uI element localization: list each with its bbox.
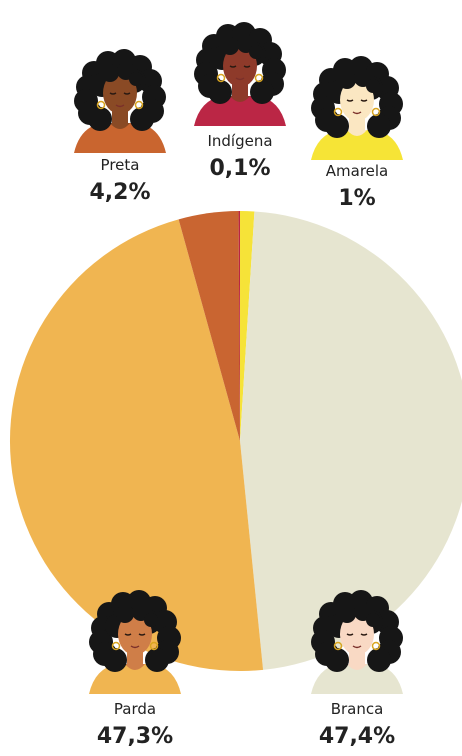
value-label-indigena: 0,1% <box>209 156 271 181</box>
label-preta: Preta 4,2% <box>50 156 190 205</box>
category-name-indigena: Indígena <box>207 132 273 150</box>
people-figures <box>74 22 403 694</box>
person-branca-icon <box>311 590 403 694</box>
label-indigena: Indígena 0,1% <box>170 132 310 181</box>
category-name-amarela: Amarela <box>325 162 389 180</box>
person-indigena-icon <box>194 22 286 126</box>
value-label-preta: 4,2% <box>89 180 151 205</box>
category-name-parda: Parda <box>113 700 157 718</box>
label-amarela: Amarela 1% <box>287 162 427 211</box>
label-branca: Branca 47,4% <box>287 700 427 749</box>
value-label-branca: 47,4% <box>318 724 396 749</box>
pie-slice-indigena <box>238 210 240 441</box>
category-name-preta: Preta <box>100 156 140 174</box>
person-parda-icon <box>89 590 181 694</box>
pie-slice-amarela <box>240 210 255 441</box>
pie-slice-branca <box>240 211 462 670</box>
pie-slice-preta <box>178 211 240 441</box>
label-parda: Parda 47,3% <box>65 700 205 749</box>
pie-slice-parda <box>9 219 264 672</box>
person-amarela-icon <box>311 56 403 160</box>
pie-slices <box>9 210 462 672</box>
value-label-parda: 47,3% <box>96 724 174 749</box>
person-preta-icon <box>74 49 166 153</box>
value-label-amarela: 1% <box>338 186 376 211</box>
category-name-branca: Branca <box>330 700 384 718</box>
